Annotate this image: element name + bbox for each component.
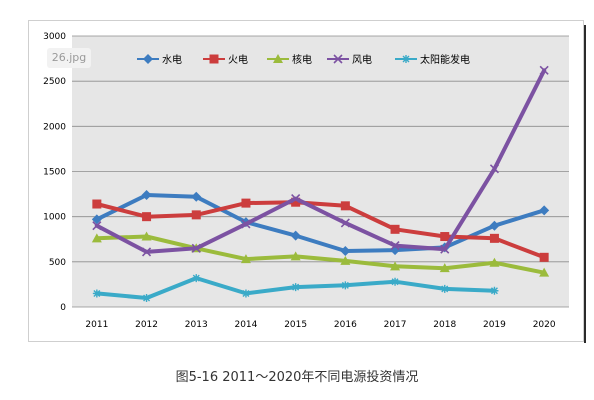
legend-item: 火电: [203, 53, 248, 66]
data-point-2: [291, 197, 301, 207]
figure-caption: 图5-16 2011～2020年不同电源投资情况: [175, 370, 419, 385]
legend-marker: [333, 54, 343, 64]
series-line-2: [94, 200, 547, 260]
line-chart: 0 500 1000 1500 2000 2500 3000 2011 2012 2013 2014…: [43, 32, 569, 330]
x-tick-label: 2018: [433, 320, 456, 330]
legend-item: 核电: [267, 53, 312, 66]
data-point-5: [341, 281, 350, 290]
data-point-2: [340, 201, 350, 211]
data-point-1: [91, 214, 102, 225]
legend-label: 核电: [292, 53, 312, 66]
data-point-2: [390, 224, 400, 234]
data-point-2: [539, 252, 549, 262]
data-point-3: [290, 251, 301, 261]
data-point-3: [340, 255, 351, 265]
x-tick-label: 2011: [85, 320, 108, 330]
data-point-4: [440, 244, 450, 254]
data-point-1: [489, 220, 500, 231]
legend-item: 风电: [327, 53, 372, 66]
data-point-4: [489, 164, 500, 174]
data-point-3: [141, 231, 152, 241]
data-point-5: [490, 286, 499, 295]
data-point-3: [439, 263, 450, 273]
data-point-4: [390, 241, 400, 251]
legend-item: 水电: [137, 53, 182, 66]
data-point-3: [489, 257, 500, 267]
x-tick-label: 2014: [234, 320, 257, 330]
x-tick-label: 2017: [384, 320, 407, 330]
legend-label: 风电: [352, 53, 372, 66]
data-point-5: [391, 277, 400, 286]
data-point-2: [142, 212, 152, 222]
x-tick-label: 2020: [533, 320, 556, 330]
y-tick-label: 2500: [43, 77, 66, 87]
y-tick-label: 0: [60, 303, 66, 313]
x-tick-label: 2013: [185, 320, 208, 330]
image-file-label: 26.jpg: [47, 48, 91, 68]
data-point-2: [440, 232, 450, 242]
x-tick-label: 2019: [483, 320, 506, 330]
data-point-2: [489, 233, 499, 243]
data-point-5: [142, 293, 151, 302]
data-point-3: [390, 261, 401, 271]
data-point-4: [141, 247, 152, 257]
data-point-2: [191, 210, 201, 220]
y-tick-label: 1500: [43, 168, 66, 178]
data-point-2: [241, 198, 251, 208]
series-line-4: [94, 68, 547, 254]
data-point-4: [241, 219, 251, 229]
data-point-3: [91, 233, 102, 243]
data-point-4: [191, 243, 201, 253]
data-point-4: [92, 221, 102, 231]
legend-marker: [273, 54, 283, 63]
data-point-5: [291, 283, 300, 292]
legend-label: 火电: [228, 53, 248, 66]
data-point-1: [141, 189, 152, 200]
data-point-4: [291, 194, 301, 204]
legend-label: 太阳能发电: [420, 53, 470, 66]
legend-item: 太阳能发电: [395, 53, 470, 66]
data-point-2: [92, 199, 102, 209]
data-point-4: [340, 218, 350, 228]
data-point-4: [539, 65, 549, 75]
series-line-3: [94, 234, 547, 275]
x-tick-label: 2015: [284, 320, 307, 330]
data-point-1: [340, 245, 351, 256]
data-point-1: [539, 205, 550, 216]
legend-marker: [143, 54, 153, 64]
y-tick-label: 2000: [43, 122, 66, 132]
y-tick-label: 3000: [43, 32, 66, 42]
data-point-3: [539, 267, 550, 277]
data-point-5: [192, 274, 201, 283]
data-point-5: [241, 289, 250, 298]
legend-marker: [402, 55, 410, 63]
data-point-5: [440, 284, 449, 293]
x-tick-label: 2016: [334, 320, 357, 330]
data-point-5: [92, 289, 101, 298]
y-tick-label: 500: [49, 258, 66, 268]
legend-marker: [209, 54, 219, 64]
data-point-1: [191, 191, 202, 202]
data-point-3: [240, 254, 251, 264]
chart-frame: 0 500 1000 1500 2000 2500 3000 2011 2012 2013 2014…: [28, 20, 586, 343]
data-point-1: [290, 230, 301, 241]
y-tick-label: 1000: [43, 213, 66, 223]
legend-label: 水电: [162, 53, 182, 66]
x-tick-label: 2012: [135, 320, 158, 330]
